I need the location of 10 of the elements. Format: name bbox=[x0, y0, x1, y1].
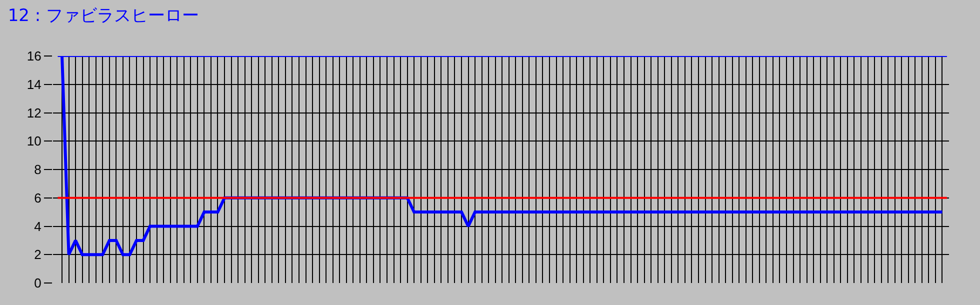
y-tick-label: 8 bbox=[34, 162, 42, 178]
y-tick-label: 0 bbox=[34, 276, 42, 291]
y-tick-label: 2 bbox=[34, 247, 42, 262]
y-tick-label: 4 bbox=[34, 218, 42, 234]
y-tick-label: 10 bbox=[26, 134, 42, 149]
chart-title: 12 : ファビラスヒーロー bbox=[8, 6, 200, 26]
y-tick-label: 14 bbox=[26, 76, 42, 92]
y-tick-label: 6 bbox=[34, 190, 42, 206]
y-tick-label: 16 bbox=[26, 48, 42, 64]
y-tick-label: 12 bbox=[26, 105, 42, 120]
